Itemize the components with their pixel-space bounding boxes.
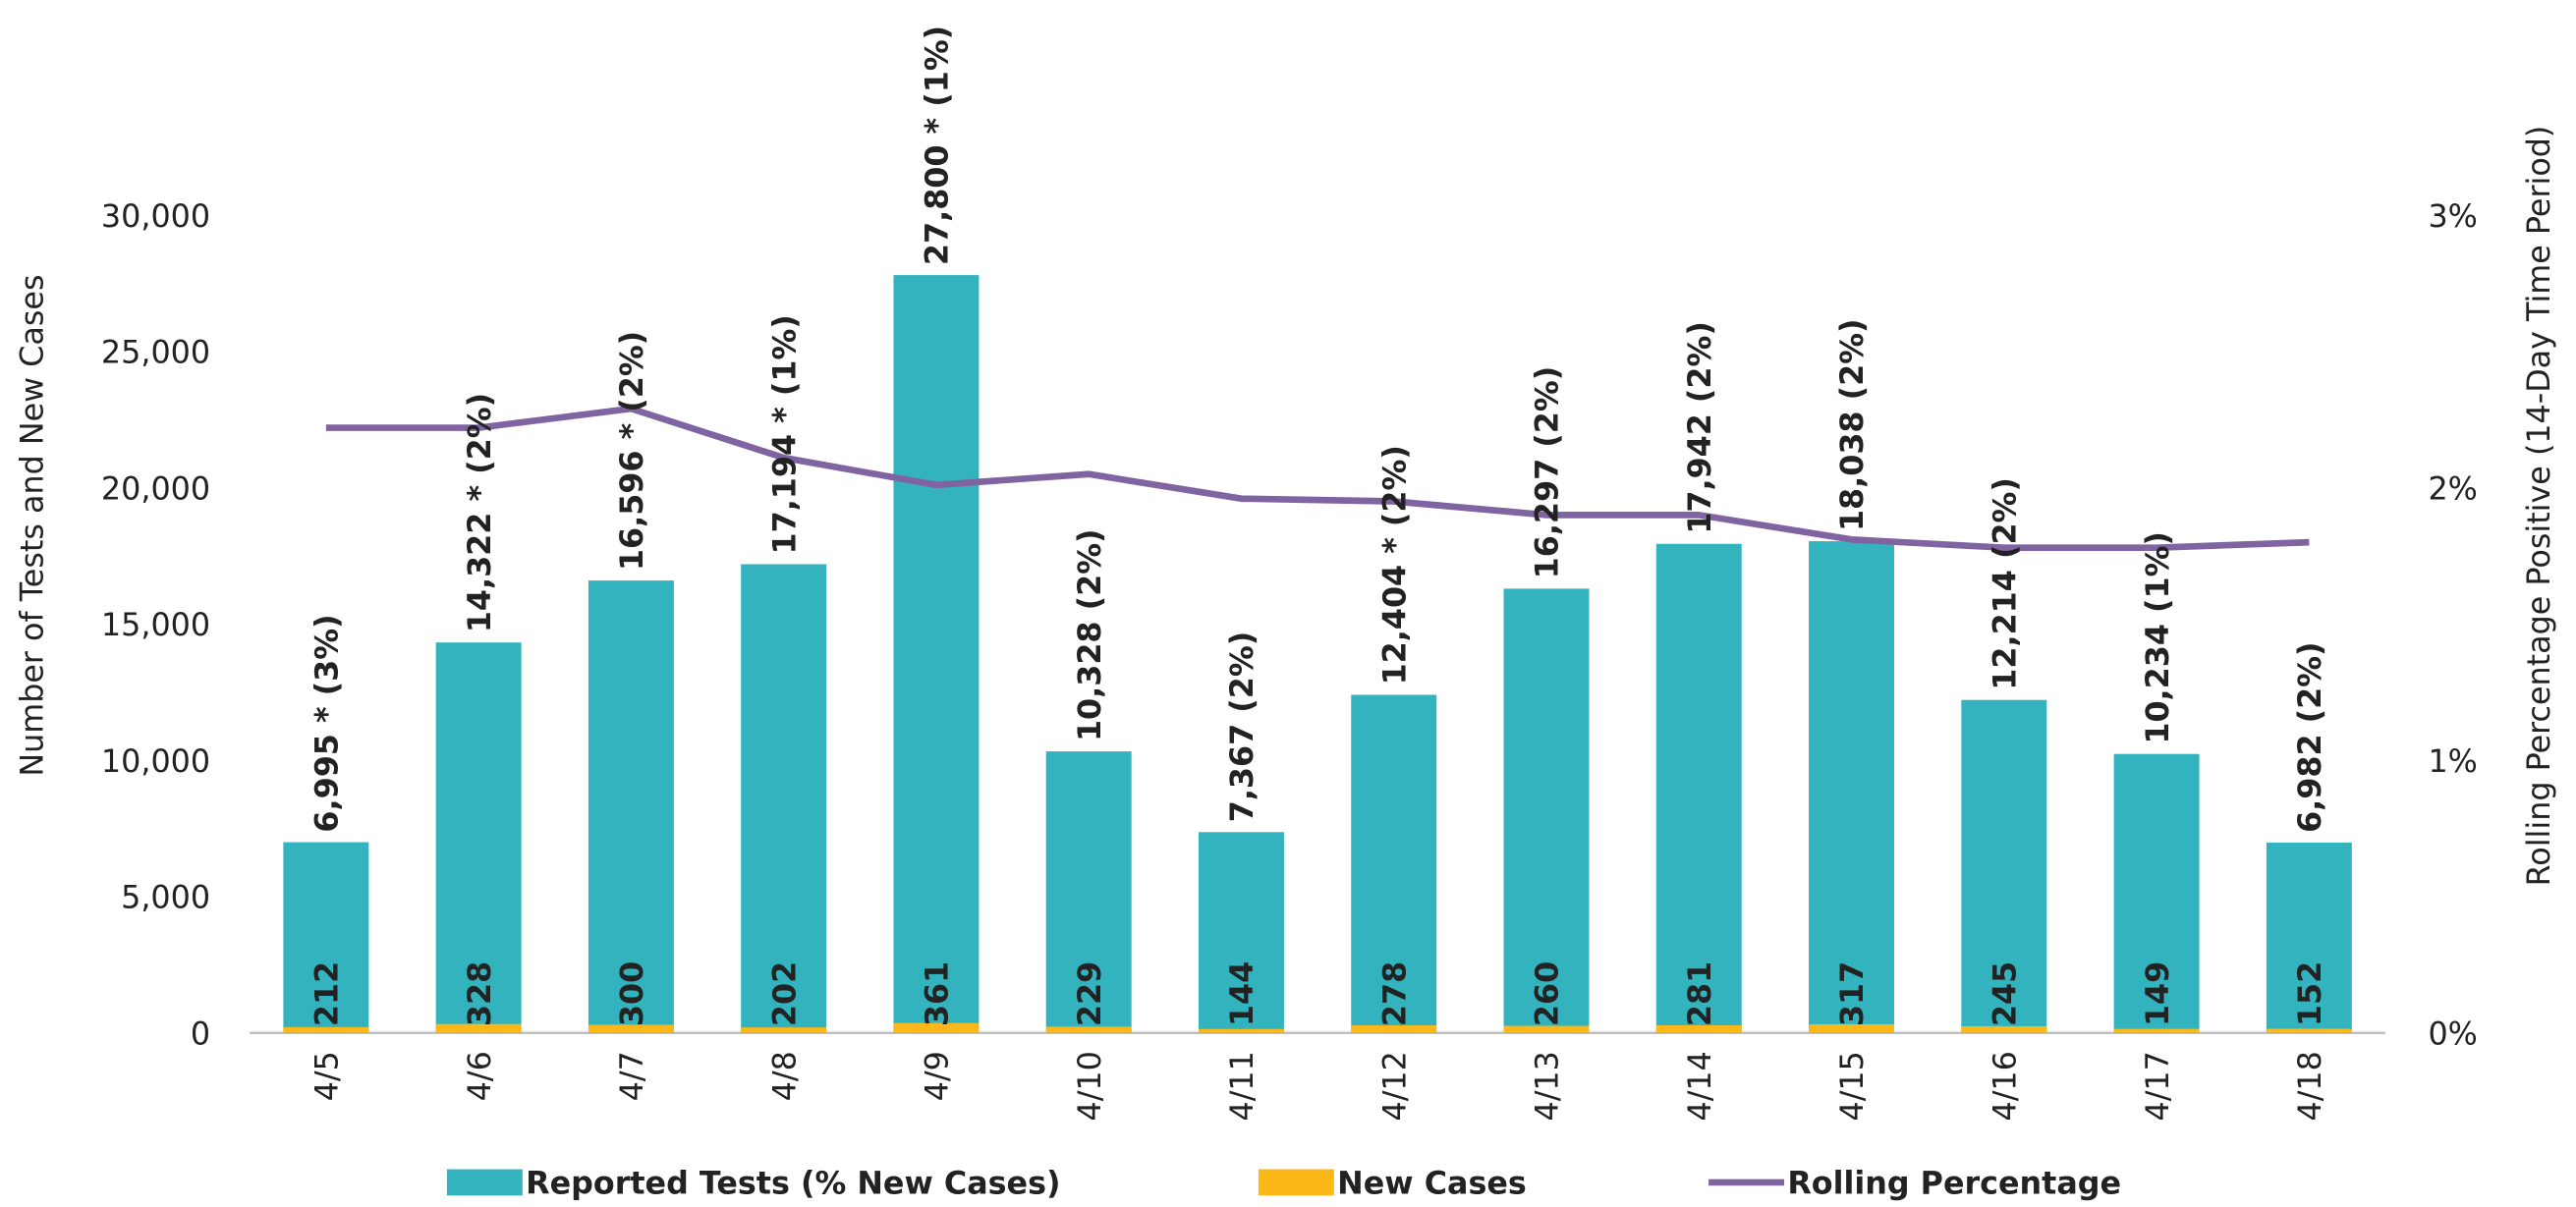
data-label: 317 [1835, 961, 1871, 1026]
y2-tick-label: 0% [2428, 1016, 2477, 1052]
line [325, 405, 2310, 552]
bar [1655, 543, 1742, 1033]
bar [283, 1026, 369, 1033]
data-label: 229 [1073, 961, 1108, 1026]
bar [1961, 1025, 2047, 1033]
bar [1045, 1026, 1132, 1033]
bar [1351, 1025, 1437, 1033]
data-label: 27,800 * (1%) [921, 26, 956, 265]
bar [741, 1027, 827, 1033]
bar [588, 1024, 674, 1033]
x-tick-label: 4/5 [310, 1051, 346, 1101]
data-label: 361 [921, 961, 956, 1026]
y2-tick-label: 3% [2428, 199, 2477, 235]
x-tick-label: 4/16 [1988, 1051, 2024, 1121]
bar [435, 642, 522, 1033]
data-label: 12,404 * (2%) [1377, 445, 1413, 685]
data-label: 144 [1225, 961, 1260, 1026]
data-label: 7,367 (2%) [1225, 631, 1260, 823]
y-tick-label: 5,000 [121, 881, 210, 916]
bar [1198, 1028, 1284, 1033]
bar [2113, 753, 2200, 1033]
data-label: 10,234 (1%) [2141, 531, 2176, 744]
data-label: 281 [1683, 961, 1718, 1026]
bar [283, 842, 369, 1033]
bar [2266, 1028, 2352, 1033]
data-label: 260 [1531, 961, 1566, 1026]
bar [1809, 541, 1895, 1033]
legend-label: New Cases [1337, 1167, 1527, 1202]
bar [1503, 1025, 1590, 1033]
bar [1655, 1024, 1742, 1033]
legend-swatch [1258, 1169, 1334, 1196]
y2-tick-label: 1% [2428, 744, 2477, 780]
y-tick-label: 10,000 [101, 744, 210, 780]
data-label: 149 [2141, 961, 2176, 1026]
bar [741, 564, 827, 1033]
x-tick-label: 4/6 [463, 1051, 498, 1101]
bar [435, 1023, 522, 1033]
data-label: 6,982 (2%) [2293, 641, 2328, 833]
bar [1503, 588, 1590, 1033]
x-tick-label: 4/10 [1073, 1051, 1108, 1121]
data-label: 202 [767, 961, 803, 1026]
bar [2113, 1028, 2200, 1033]
y-axis-title: Number of Tests and New Cases [16, 274, 51, 776]
y-tick-label: 15,000 [101, 608, 210, 643]
bar [1961, 699, 2047, 1033]
y-tick-label: 20,000 [101, 471, 210, 507]
data-label: 16,596 * (2%) [615, 331, 650, 571]
bar [1045, 751, 1132, 1033]
data-label: 17,942 (2%) [1683, 321, 1718, 534]
x-tick-label: 4/18 [2293, 1051, 2328, 1121]
legend-swatch [446, 1169, 523, 1196]
legend-label: Reported Tests (% New Cases) [526, 1167, 1060, 1202]
bar [1351, 694, 1437, 1033]
data-label: 212 [310, 961, 346, 1026]
data-label: 245 [1988, 961, 2024, 1026]
y-tick-label: 25,000 [101, 336, 210, 371]
y-tick-label: 0 [191, 1016, 210, 1052]
x-tick-label: 4/8 [767, 1051, 803, 1101]
x-tick-label: 4/14 [1683, 1051, 1718, 1121]
x-tick-label: 4/7 [615, 1051, 650, 1101]
data-label: 17,194 * (1%) [767, 314, 803, 554]
x-tick-label: 4/12 [1377, 1051, 1413, 1121]
x-tick-label: 4/17 [2141, 1051, 2176, 1121]
data-label: 16,297 (2%) [1531, 366, 1566, 579]
x-tick-label: 4/11 [1225, 1051, 1260, 1121]
data-label: 10,328 (2%) [1073, 528, 1108, 741]
data-label: 300 [615, 961, 650, 1026]
data-label: 14,322 * (2%) [463, 393, 498, 632]
y2-axis-title: Rolling Percentage Positive (14-Day Time… [2522, 126, 2557, 887]
bar [1809, 1023, 1895, 1033]
bar [893, 275, 980, 1033]
data-label: 328 [463, 961, 498, 1026]
y-tick-label: 30,000 [101, 199, 210, 235]
y2-tick-label: 2% [2428, 471, 2477, 507]
x-tick-label: 4/13 [1531, 1051, 1566, 1121]
data-label: 278 [1377, 961, 1413, 1026]
legend-label: Rolling Percentage [1787, 1167, 2121, 1202]
bar [893, 1022, 980, 1033]
data-label: 152 [2293, 961, 2328, 1026]
bar [2266, 842, 2352, 1033]
x-tick-label: 4/9 [921, 1051, 956, 1101]
data-label: 18,038 (2%) [1835, 318, 1871, 531]
data-label: 12,214 (2%) [1988, 477, 2024, 690]
x-tick-label: 4/15 [1835, 1051, 1871, 1121]
data-label: 6,995 * (3%) [310, 614, 346, 832]
bar [1198, 832, 1284, 1033]
bar [588, 580, 674, 1033]
